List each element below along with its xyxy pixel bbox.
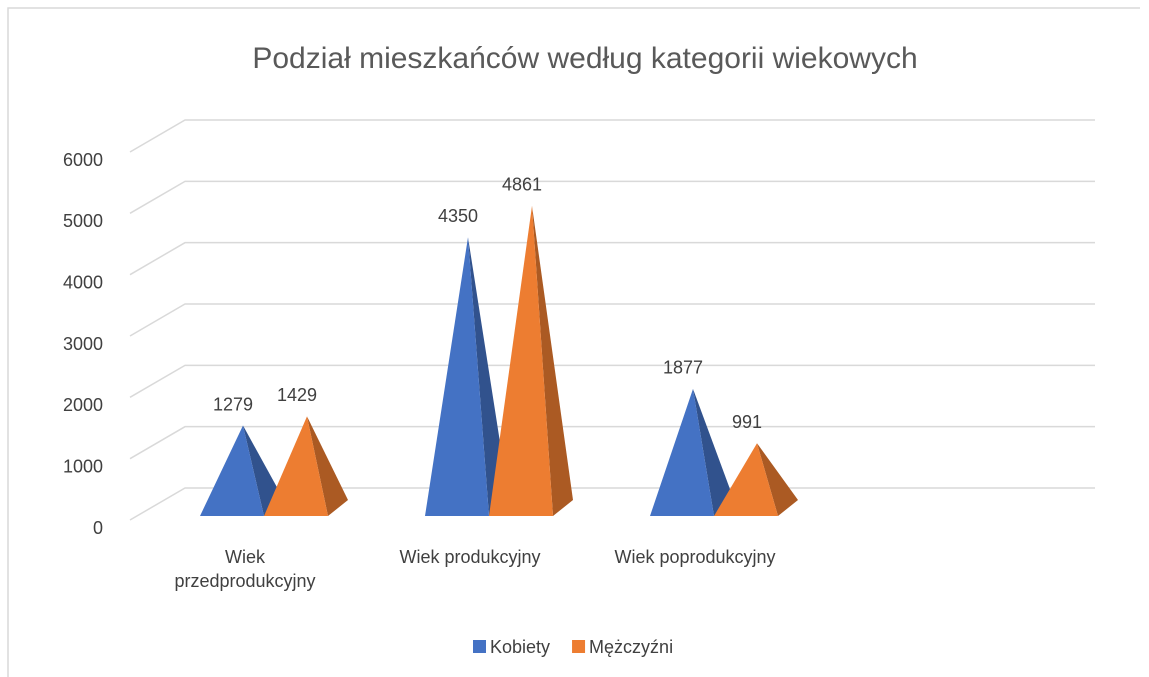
grid-line [129,241,1095,276]
x-tick-label: Wiek przedprodukcyjny [174,547,316,591]
legend-swatch [572,640,586,653]
value-label: 4861 [502,175,542,195]
chart-title: Podział mieszkańców według kategorii wie… [252,42,917,75]
y-tick-label: 0 [93,518,103,538]
pyramid [714,443,798,516]
pyramid-front [200,425,264,516]
pyramid [200,425,284,516]
value-label: 4350 [438,206,478,226]
legend-swatch [473,640,486,653]
pyramid-front [489,205,553,516]
pyramid-side [307,416,348,516]
pyramid [650,388,734,516]
y-tick-label: 5000 [63,211,103,231]
pyramid-side [693,388,734,516]
chart-border [7,7,1140,677]
legend-label: Kobiety [490,637,550,657]
y-tick-label: 1000 [63,456,103,476]
pyramid-front [714,443,778,516]
pyramid-side [757,443,798,516]
pyramid-side [243,425,284,516]
value-label: 1429 [277,385,317,405]
pyramid-front [650,388,714,516]
value-label: 1877 [663,358,703,378]
grid-line [129,180,1095,214]
grid-line [129,425,1095,460]
y-tick-label: 6000 [63,150,103,170]
pyramid [489,205,573,516]
value-label: 991 [732,412,762,432]
grid-line [129,303,1095,337]
x-tick-label: Wiek produkcyjny [399,547,541,567]
grid-line [129,119,1095,153]
pyramid-side [532,205,573,516]
grid-line [129,364,1095,398]
y-tick-label: 3000 [63,334,103,354]
y-tick-label: 4000 [63,272,103,292]
grid-line [129,487,1095,521]
legend-label: Mężczyźni [589,637,673,657]
value-label: 1279 [213,394,253,414]
pyramid-front [425,237,489,516]
x-tick-label: Wiek poprodukcyjny [614,547,776,567]
y-tick-label: 2000 [63,395,103,415]
pyramid [264,416,348,516]
pyramid-front [264,416,328,516]
